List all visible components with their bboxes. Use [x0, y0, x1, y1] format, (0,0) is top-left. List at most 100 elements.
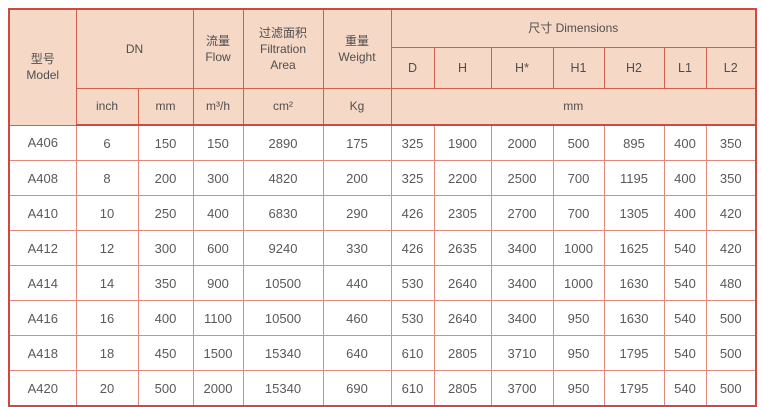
value-cell: 3400 — [490, 230, 554, 266]
value-cell: 1630 — [603, 300, 665, 336]
value-cell: 3710 — [490, 335, 554, 371]
value-cell: 330 — [322, 230, 392, 266]
value-cell: 2305 — [433, 195, 492, 231]
value-cell: 4820 — [242, 160, 324, 196]
header-dim-l1: L1 — [663, 47, 707, 89]
value-cell: 350 — [705, 124, 757, 161]
value-cell: 610 — [390, 370, 435, 407]
value-cell: 175 — [322, 124, 392, 161]
unit-dimensions-mm: mm — [390, 88, 757, 126]
value-cell: 480 — [705, 265, 757, 301]
model-cell: A420 — [8, 370, 77, 407]
header-dimensions: 尺寸 Dimensions — [390, 8, 757, 48]
table-header: 型号 Model DN 流量 Flow 过滤面积 Filtration Area… — [8, 8, 757, 126]
unit-mm: mm — [137, 88, 194, 126]
value-cell: 500 — [137, 370, 194, 407]
value-cell: 250 — [137, 195, 194, 231]
header-dim-h1: H1 — [552, 47, 605, 89]
value-cell: 6830 — [242, 195, 324, 231]
value-cell: 350 — [705, 160, 757, 196]
value-cell: 300 — [192, 160, 244, 196]
value-cell: 10 — [75, 195, 139, 231]
model-cell: A408 — [8, 160, 77, 196]
value-cell: 460 — [322, 300, 392, 336]
value-cell: 540 — [663, 230, 707, 266]
unit-inch: inch — [75, 88, 139, 126]
value-cell: 2805 — [433, 370, 492, 407]
header-filtration-area: 过滤面积 Filtration Area — [242, 8, 324, 89]
value-cell: 2200 — [433, 160, 492, 196]
unit-flow: m³/h — [192, 88, 244, 126]
value-cell: 2640 — [433, 265, 492, 301]
value-cell: 2000 — [490, 124, 554, 161]
value-cell: 2635 — [433, 230, 492, 266]
value-cell: 350 — [137, 265, 194, 301]
value-cell: 540 — [663, 300, 707, 336]
value-cell: 1195 — [603, 160, 665, 196]
model-cell: A410 — [8, 195, 77, 231]
value-cell: 700 — [552, 160, 605, 196]
value-cell: 1630 — [603, 265, 665, 301]
value-cell: 426 — [390, 230, 435, 266]
value-cell: 2805 — [433, 335, 492, 371]
value-cell: 1500 — [192, 335, 244, 371]
value-cell: 400 — [137, 300, 194, 336]
value-cell: 1100 — [192, 300, 244, 336]
value-cell: 12 — [75, 230, 139, 266]
header-model: 型号 Model — [8, 8, 77, 126]
value-cell: 290 — [322, 195, 392, 231]
value-cell: 1795 — [603, 335, 665, 371]
value-cell: 530 — [390, 300, 435, 336]
header-dim-hstar: H* — [490, 47, 554, 89]
model-cell: A416 — [8, 300, 77, 336]
header-flow: 流量 Flow — [192, 8, 244, 89]
value-cell: 2640 — [433, 300, 492, 336]
value-cell: 325 — [390, 124, 435, 161]
value-cell: 950 — [552, 370, 605, 407]
value-cell: 540 — [663, 335, 707, 371]
header-dim-h2: H2 — [603, 47, 665, 89]
header-weight: 重量 Weight — [322, 8, 392, 89]
value-cell: 18 — [75, 335, 139, 371]
value-cell: 640 — [322, 335, 392, 371]
value-cell: 16 — [75, 300, 139, 336]
table-row: A416 16 400 1100 10500 460 530 2640 3400 950 1630 5… — [8, 300, 757, 336]
table-row: A420 20 500 2000 15340 690 610 2805 3700 950 1795 5… — [8, 370, 757, 407]
value-cell: 2500 — [490, 160, 554, 196]
model-cell: A418 — [8, 335, 77, 371]
value-cell: 400 — [663, 124, 707, 161]
value-cell: 540 — [663, 370, 707, 407]
value-cell: 2000 — [192, 370, 244, 407]
table-row: A412 12 300 600 9240 330 426 2635 3400 1000 1625 54… — [8, 230, 757, 266]
value-cell: 15340 — [242, 335, 324, 371]
header-dim-l2: L2 — [705, 47, 757, 89]
value-cell: 6 — [75, 124, 139, 161]
value-cell: 8 — [75, 160, 139, 196]
value-cell: 15340 — [242, 370, 324, 407]
value-cell: 1795 — [603, 370, 665, 407]
unit-area: cm² — [242, 88, 324, 126]
value-cell: 700 — [552, 195, 605, 231]
value-cell: 400 — [192, 195, 244, 231]
value-cell: 325 — [390, 160, 435, 196]
value-cell: 3400 — [490, 300, 554, 336]
value-cell: 500 — [705, 300, 757, 336]
value-cell: 420 — [705, 230, 757, 266]
value-cell: 400 — [663, 160, 707, 196]
value-cell: 150 — [137, 124, 194, 161]
value-cell: 540 — [663, 265, 707, 301]
value-cell: 610 — [390, 335, 435, 371]
value-cell: 690 — [322, 370, 392, 407]
value-cell: 1000 — [552, 265, 605, 301]
header-dim-d: D — [390, 47, 435, 89]
table-row: A406 6 150 150 2890 175 325 1900 2000 500 895 400 35… — [8, 124, 757, 161]
model-cell: A406 — [8, 124, 77, 161]
value-cell: 600 — [192, 230, 244, 266]
value-cell: 10500 — [242, 300, 324, 336]
value-cell: 500 — [705, 335, 757, 371]
value-cell: 300 — [137, 230, 194, 266]
value-cell: 1000 — [552, 230, 605, 266]
value-cell: 500 — [705, 370, 757, 407]
model-cell: A412 — [8, 230, 77, 266]
